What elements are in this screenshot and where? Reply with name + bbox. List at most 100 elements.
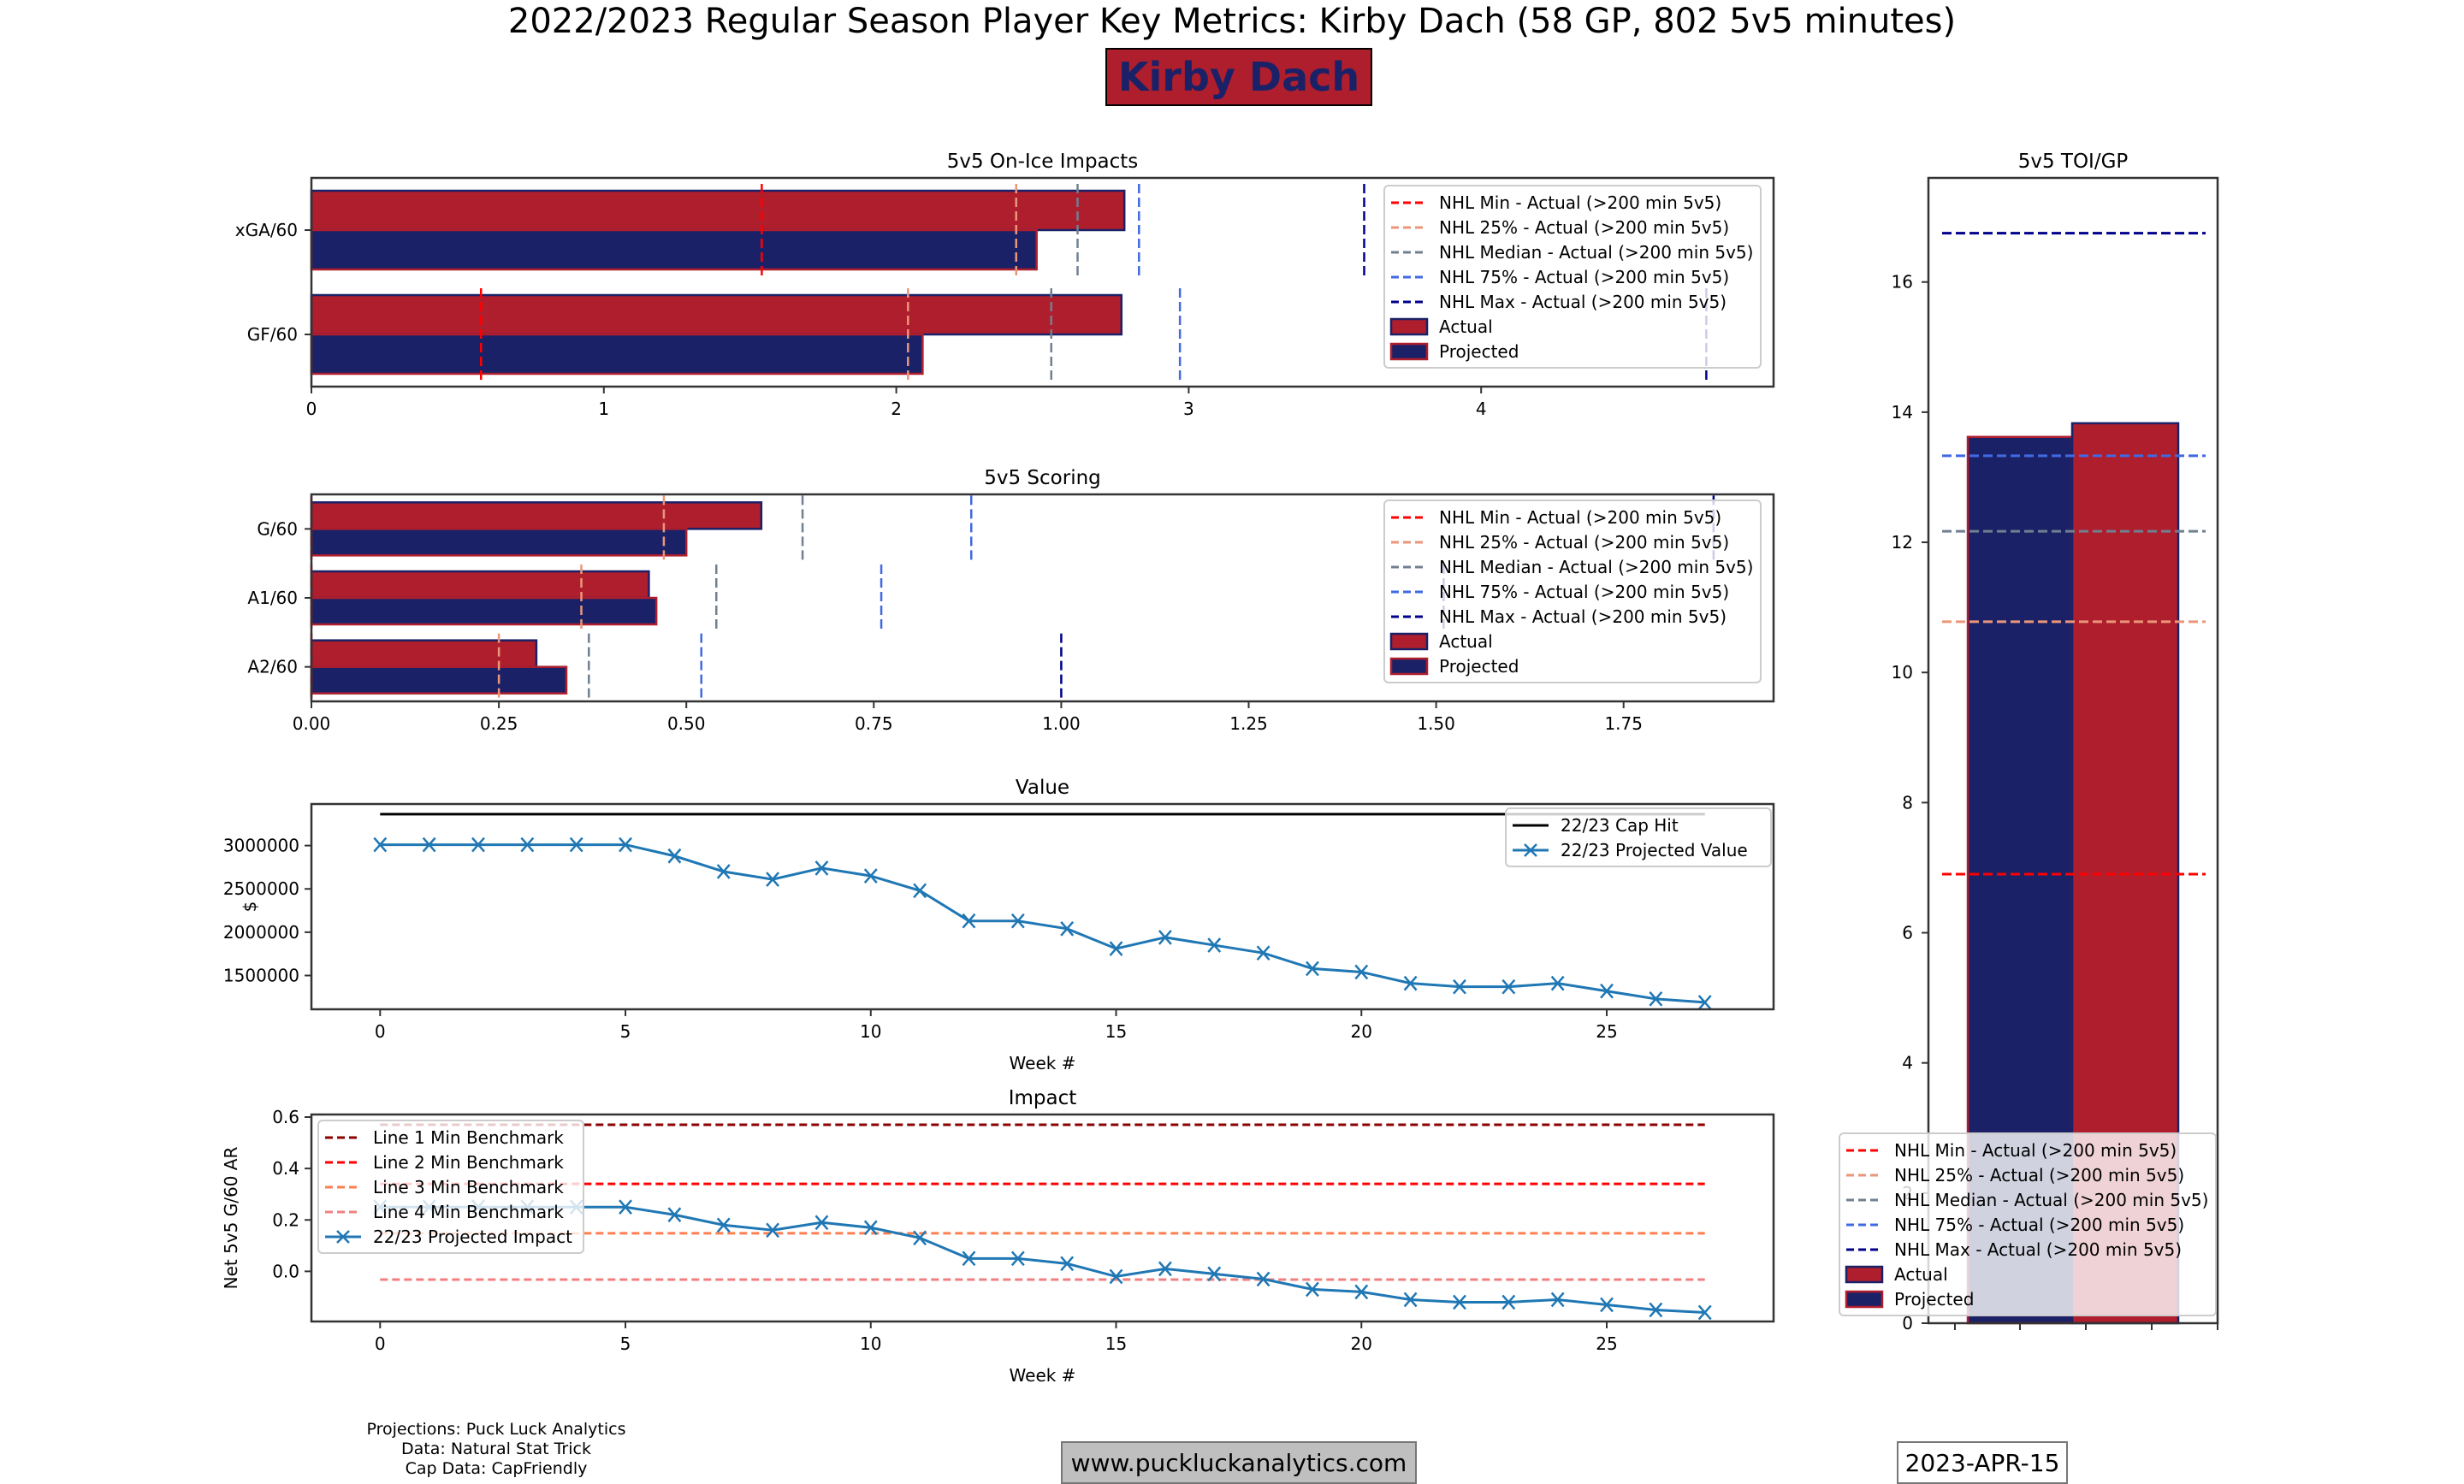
data-point [716, 1217, 731, 1233]
x-tick-label: 0 [375, 1021, 386, 1042]
x-tick-label: 1.00 [1042, 713, 1081, 734]
bar-group-a1-60 [310, 565, 1445, 631]
plot-frame [310, 493, 1775, 703]
legend-onice: NHL Min - Actual (>200 min 5v5) NHL 25% -… [1383, 185, 1762, 369]
data-point [766, 1222, 780, 1239]
legend-entry: NHL Min - Actual (>200 min 5v5) [1391, 192, 1721, 213]
chart-value: Value 1500000 2000000 2500000 3000000 0 5 10 15 2… [223, 777, 1712, 1073]
legend-entry: NHL Max - Actual (>200 min 5v5) [1391, 292, 1727, 312]
legend-label: Actual [1894, 1264, 1948, 1285]
bar-actual [310, 639, 538, 668]
x-tick-label: 5 [620, 1021, 631, 1042]
data-point [1403, 1292, 1418, 1308]
bar-actual [310, 293, 1123, 336]
x-tick-label: 0.25 [480, 713, 518, 734]
plot-frame [310, 802, 1775, 1011]
legend-label: NHL Median - Actual (>200 min 5v5) [1439, 242, 1753, 263]
data-point [913, 1230, 927, 1246]
website-label: www.puckluckanalytics.com [1061, 1441, 1417, 1484]
chart-title: 5v5 Scoring [984, 467, 1101, 489]
bar-projected [310, 333, 924, 375]
legend-entry: NHL 25% - Actual (>200 min 5v5) [1391, 217, 1729, 238]
legend-entry: NHL 75% - Actual (>200 min 5v5) [1846, 1215, 2184, 1235]
x-tick-label: 2 [891, 399, 902, 419]
x-axis-label: Week # [1010, 1053, 1076, 1073]
credit-projections: Projections: Puck Luck Analytics [366, 1420, 626, 1439]
legend-entry: NHL Median - Actual (>200 min 5v5) [1391, 557, 1753, 577]
legend-x-marker [336, 1230, 350, 1244]
y-tick-label: 1500000 [223, 966, 299, 986]
data-point [814, 1215, 829, 1231]
legend-label: NHL 75% - Actual (>200 min 5v5) [1439, 267, 1729, 287]
x-tick-label: 20 [1351, 1021, 1372, 1042]
y-tick-label: 3000000 [223, 836, 299, 856]
y-tick-label: GF/60 [247, 324, 298, 345]
legend-entry: NHL Min - Actual (>200 min 5v5) [1391, 507, 1721, 528]
data-point [1649, 1302, 1663, 1318]
legend-entry: NHL Max - Actual (>200 min 5v5) [1391, 606, 1727, 627]
y-tick-label: 0.0 [272, 1261, 299, 1281]
data-point [962, 913, 976, 929]
legend-entry: 22/23 Projected Impact [325, 1227, 572, 1247]
y-tick-label: 12 [1892, 532, 1913, 553]
legend-entry: Projected [1389, 656, 1519, 677]
player-name-badge: Kirby Dach [1105, 48, 1372, 106]
legend-label: Actual [1439, 316, 1493, 337]
legend-label: 22/23 Projected Value [1561, 840, 1748, 860]
legend-entry: Line 2 Min Benchmark [325, 1152, 564, 1173]
data-point [1453, 978, 1466, 995]
y-tick-label: G/60 [257, 518, 298, 539]
y-tick-label: 0.4 [272, 1158, 299, 1179]
data-point [422, 837, 436, 853]
x-tick-label: 0.00 [293, 713, 331, 734]
legend-label: NHL Min - Actual (>200 min 5v5) [1439, 192, 1721, 213]
legend-entry: NHL Min - Actual (>200 min 5v5) [1846, 1140, 2177, 1161]
legend-label: NHL 25% - Actual (>200 min 5v5) [1439, 217, 1729, 238]
chart-title: 5v5 On-Ice Impacts [947, 151, 1139, 173]
legend-label: NHL Max - Actual (>200 min 5v5) [1439, 606, 1727, 627]
data-point [373, 837, 388, 853]
data-point [1207, 1266, 1222, 1282]
legend-entry: Line 4 Min Benchmark [325, 1202, 564, 1222]
y-tick-label: 8 [1902, 792, 1913, 813]
bar-projected [310, 228, 1038, 271]
data-point [1207, 937, 1222, 953]
x-tick-label: 15 [1105, 1021, 1127, 1042]
bar-actual [310, 570, 650, 600]
data-point [1697, 1304, 1712, 1321]
legend-label: NHL 25% - Actual (>200 min 5v5) [1894, 1165, 2184, 1185]
data-point [569, 837, 583, 853]
data-point [619, 1199, 632, 1215]
plot-frame [310, 1113, 1775, 1323]
legend-entry: Line 3 Min Benchmark [325, 1177, 564, 1197]
x-tick-label: 5 [620, 1333, 631, 1354]
y-axis-label: Net 5v5 G/60 AR [221, 1147, 241, 1290]
legend-label: Line 1 Min Benchmark [373, 1127, 564, 1148]
y-tick-label: 2000000 [223, 922, 299, 943]
data-point [1109, 1268, 1123, 1285]
data-point [1060, 1256, 1075, 1272]
footer-credits: Projections: Puck Luck Analytics Data: N… [325, 1420, 667, 1479]
x-tick-label: 3 [1183, 399, 1194, 419]
data-point [1109, 941, 1123, 956]
legend-label: Actual [1439, 631, 1493, 652]
bar-group-a2-60 [310, 633, 1063, 701]
data-point [1502, 1294, 1516, 1310]
legend-patch-swatch [1389, 657, 1429, 676]
x-tick-label: 10 [860, 1333, 881, 1354]
legend-label: 22/23 Cap Hit [1561, 815, 1679, 836]
legend-scoring: NHL Min - Actual (>200 min 5v5) NHL 25% -… [1383, 500, 1762, 683]
data-point [1697, 995, 1712, 1010]
data-point [814, 860, 829, 876]
legend-patch-swatch [1389, 342, 1429, 361]
legend-toi: NHL Min - Actual (>200 min 5v5) NHL 25% -… [1839, 1132, 2217, 1316]
legend-label: Projected [1439, 656, 1519, 677]
data-point [1600, 983, 1614, 999]
legend-value: 22/23 Cap Hit 22/23 Projected Value [1505, 807, 1772, 867]
series-line [380, 1205, 1705, 1314]
data-point [863, 1220, 878, 1236]
legend-patch-swatch [1845, 1290, 1884, 1309]
data-point [766, 872, 780, 887]
legend-label: NHL Min - Actual (>200 min 5v5) [1894, 1140, 2177, 1161]
